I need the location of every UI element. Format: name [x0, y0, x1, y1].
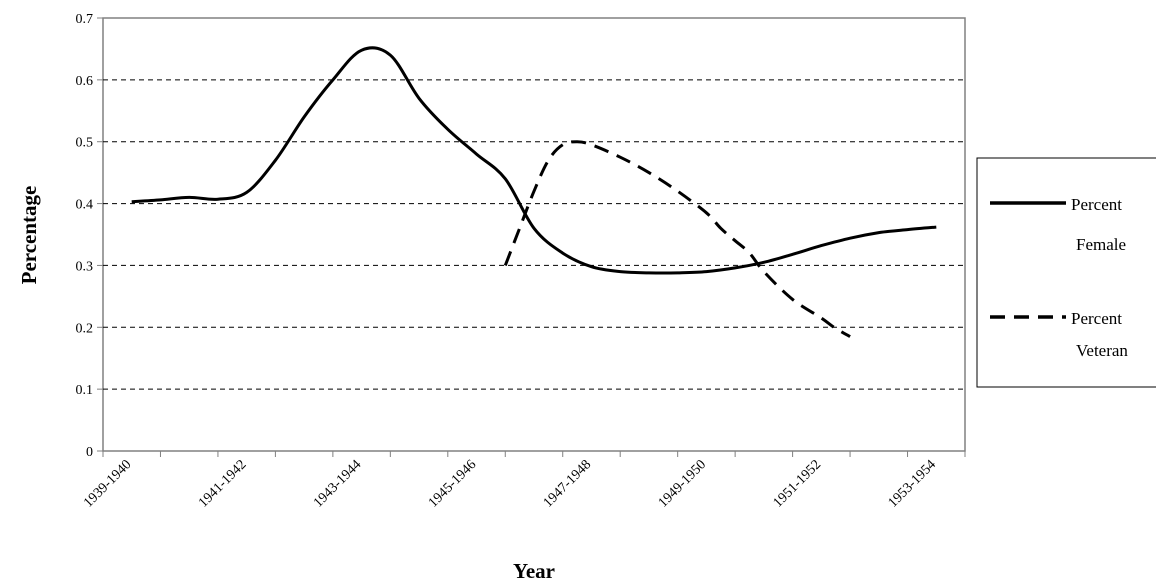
x-tick-label: 1945-1946: [426, 457, 480, 511]
x-axis-title: Year: [513, 559, 555, 581]
y-tick-label: 0.7: [76, 12, 94, 27]
series-line-female: [131, 46, 937, 275]
x-tick-label: 1953-1954: [886, 457, 940, 511]
x-axis-ticks: 1939-1940 1941-1942 1943-1944 1945-1946 1947…: [81, 451, 966, 511]
x-tick-label: 1949-1950: [656, 457, 710, 511]
series-lines: [131, 46, 937, 338]
y-tick-label: 0.2: [76, 321, 94, 336]
series-line-veteran: [503, 140, 851, 338]
y-tick-label: 0.6: [76, 74, 94, 89]
x-tick-label: 1943-1944: [311, 457, 365, 511]
legend: Percent Female Percent Veteran: [976, 157, 1156, 388]
legend-label-female-line2: Female: [1076, 235, 1126, 254]
y-tick-label: 0.4: [76, 198, 94, 213]
y-axis-title: Percentage: [17, 186, 41, 285]
legend-label-female-line1: Percent: [1071, 195, 1122, 214]
x-tick-label: 1939-1940: [81, 457, 135, 511]
y-tick-label: 0.3: [76, 259, 94, 274]
y-axis-ticks: 0 0.1 0.2 0.3 0.4 0.5 0.6 0.7: [76, 12, 103, 460]
legend-label-veteran-line1: Percent: [1071, 309, 1122, 328]
plot-area: [102, 17, 966, 452]
y-tick-label: 0.1: [76, 383, 94, 398]
y-tick-label: 0.5: [76, 136, 94, 151]
legend-label-veteran-line2: Veteran: [1076, 341, 1128, 360]
legend-box: [976, 157, 1156, 388]
x-tick-label: 1941-1942: [196, 457, 250, 511]
y-tick-label: 0: [86, 445, 93, 460]
x-tick-label: 1947-1948: [541, 457, 595, 511]
x-tick-label: 1951-1952: [771, 457, 825, 511]
